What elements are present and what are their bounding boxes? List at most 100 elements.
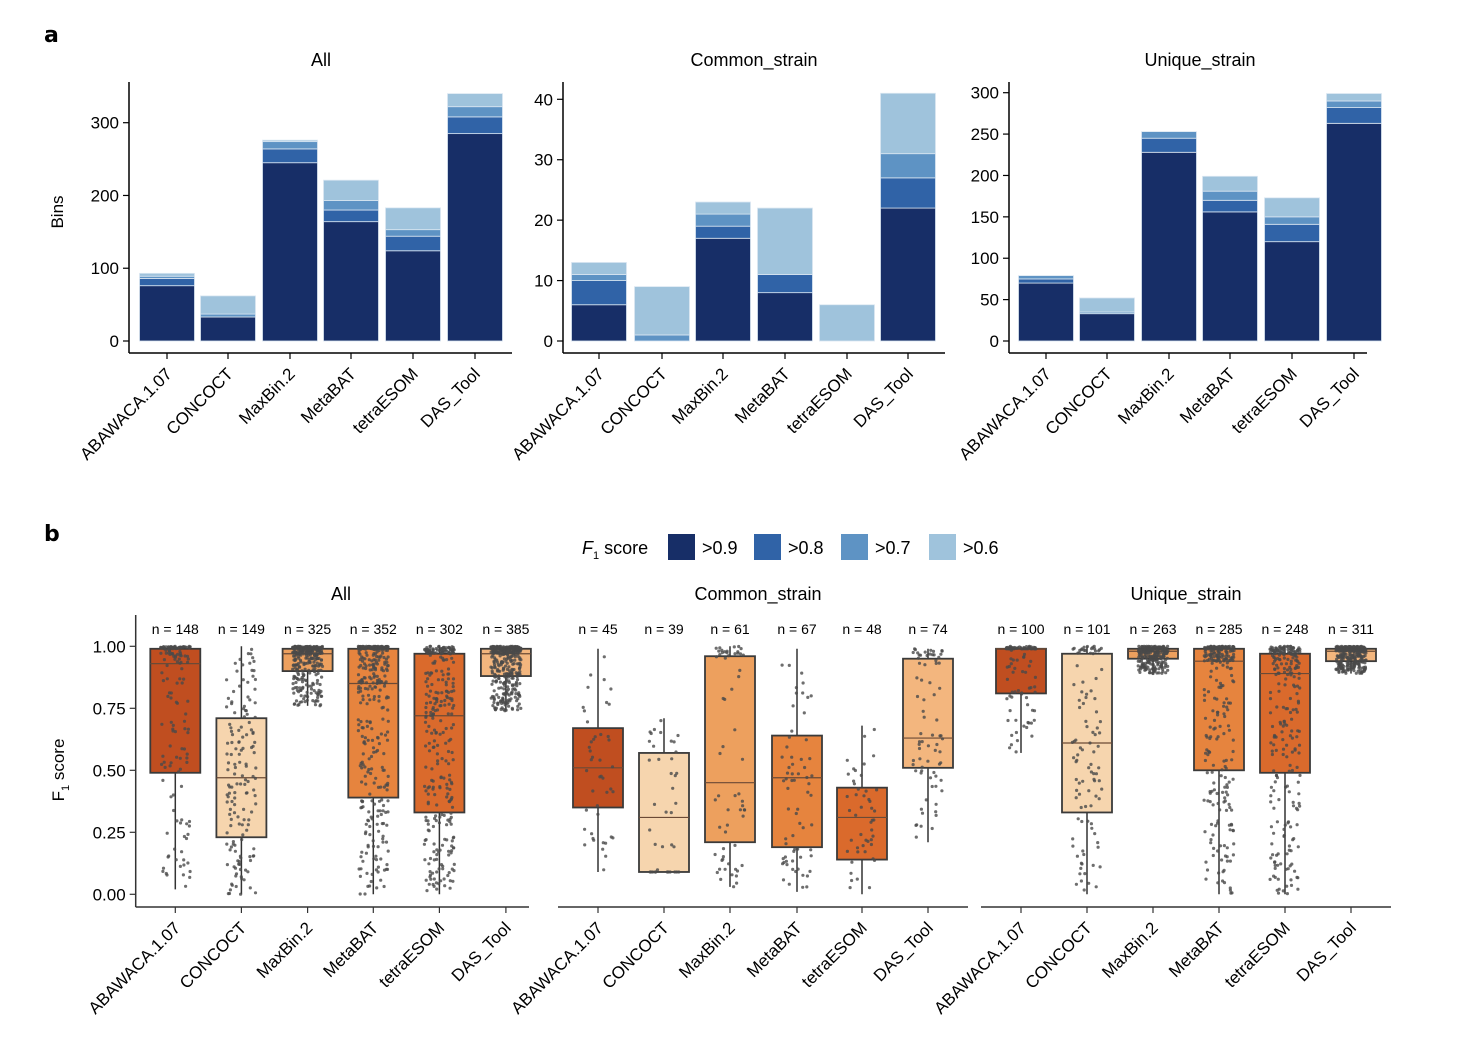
data-point	[377, 699, 381, 703]
data-point	[315, 652, 320, 656]
data-point	[186, 699, 190, 703]
data-point	[1139, 659, 1144, 663]
data-point	[1137, 668, 1141, 672]
data-point	[1282, 644, 1287, 649]
data-point	[1227, 728, 1231, 732]
data-point	[502, 667, 506, 671]
data-point	[427, 741, 431, 745]
data-point	[1268, 697, 1273, 701]
data-point	[583, 827, 587, 831]
bar-segment-maxbin.2-gt0.6	[262, 139, 318, 143]
data-point	[727, 862, 731, 866]
data-point	[231, 840, 235, 844]
data-point	[377, 742, 381, 746]
data-point	[1277, 671, 1281, 676]
n-label: n = 285	[1195, 621, 1242, 637]
data-point	[375, 674, 379, 679]
data-point	[426, 822, 430, 826]
data-point	[849, 838, 853, 842]
data-point	[226, 892, 230, 896]
bar-segment-metabat-gt0.9	[757, 292, 813, 342]
data-point	[450, 805, 455, 809]
y-tick-label: 0.00	[93, 885, 126, 904]
x-tick-label: tetraESOM	[798, 918, 871, 991]
data-point	[423, 858, 427, 862]
data-point	[1339, 655, 1343, 659]
data-point	[1077, 651, 1081, 655]
data-point	[586, 685, 590, 689]
data-point	[1006, 718, 1010, 723]
data-point	[1353, 656, 1357, 660]
data-point	[934, 802, 938, 806]
bar-segment-das_tool-gt0.8	[880, 177, 936, 209]
data-point	[1295, 765, 1299, 770]
data-point	[911, 758, 916, 763]
data-point	[801, 691, 805, 695]
data-point	[866, 839, 870, 844]
data-point	[588, 749, 592, 753]
data-point	[1078, 872, 1082, 876]
data-point	[657, 757, 661, 762]
data-point	[518, 656, 522, 660]
data-point	[184, 712, 188, 716]
data-point	[382, 768, 386, 772]
data-point	[1217, 655, 1221, 659]
legend: F1 score >0.9 >0.8 >0.7 >0.6	[582, 534, 999, 562]
data-point	[428, 644, 433, 648]
data-point	[292, 702, 296, 706]
jitter-points	[356, 644, 390, 896]
data-point	[299, 694, 303, 698]
data-point	[386, 708, 390, 712]
bar-segment-abawaca.1.07-gt0.8	[571, 280, 627, 306]
data-point	[513, 658, 517, 662]
data-point	[180, 850, 184, 854]
data-point	[1223, 799, 1227, 803]
data-point	[1225, 846, 1229, 850]
data-point	[293, 647, 297, 651]
data-point	[781, 878, 786, 882]
data-point	[248, 855, 252, 859]
data-point	[444, 680, 448, 684]
data-point	[1218, 724, 1222, 729]
data-point	[295, 669, 299, 673]
data-point	[717, 649, 721, 653]
data-point	[449, 780, 453, 785]
data-point	[1225, 665, 1229, 669]
data-point	[1094, 772, 1098, 776]
data-point	[1081, 701, 1085, 706]
data-point	[384, 657, 388, 661]
data-point	[424, 671, 428, 676]
data-point	[253, 794, 257, 798]
data-point	[253, 677, 257, 682]
data-point	[248, 858, 253, 863]
jitter-points	[1136, 644, 1170, 676]
data-point	[714, 655, 719, 659]
data-point	[1227, 659, 1231, 663]
data-point	[424, 710, 428, 715]
data-point	[1215, 710, 1220, 715]
data-point	[1363, 649, 1367, 653]
data-point	[1209, 649, 1213, 653]
data-point	[1219, 655, 1223, 659]
data-point	[370, 687, 374, 691]
data-point	[445, 694, 449, 698]
data-point	[1100, 787, 1104, 791]
n-label: n = 39	[644, 621, 684, 637]
data-point	[428, 873, 433, 877]
jitter-points	[1202, 644, 1236, 895]
data-point	[793, 847, 797, 851]
data-point	[1085, 644, 1089, 649]
data-point	[1014, 730, 1019, 735]
data-point	[1276, 877, 1280, 881]
data-point	[1029, 659, 1033, 664]
data-point	[226, 768, 230, 772]
data-point	[365, 702, 369, 706]
data-point	[1138, 670, 1142, 675]
data-point	[450, 689, 454, 694]
data-point	[1155, 660, 1159, 664]
data-point	[715, 870, 719, 875]
data-point	[451, 723, 455, 727]
data-point	[926, 759, 930, 763]
data-point	[446, 749, 451, 754]
data-point	[379, 878, 383, 882]
